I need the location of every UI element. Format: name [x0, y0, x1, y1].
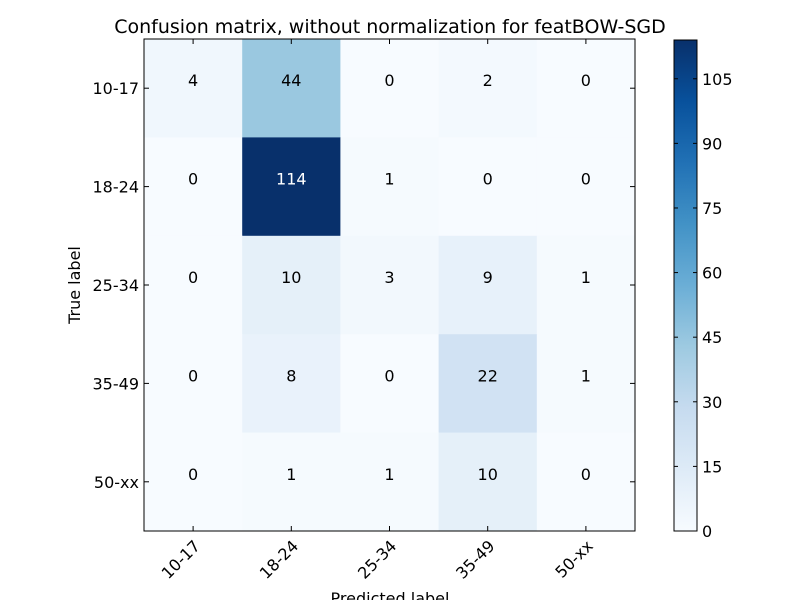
cell-value: 114 — [276, 170, 307, 189]
cell-value: 0 — [384, 366, 394, 385]
x-tick-label: 35-49 — [452, 536, 498, 582]
cell-value: 0 — [188, 465, 198, 484]
cell-value: 10 — [478, 465, 498, 484]
cell-value: 4 — [188, 71, 198, 90]
heatmap-cell — [242, 432, 341, 532]
colorbar — [673, 39, 698, 532]
heatmap-cell — [340, 137, 440, 237]
cell-value: 0 — [581, 170, 591, 189]
heatmap-cell — [144, 432, 243, 532]
y-axis-label: True label — [65, 246, 84, 325]
cell-value-labels: 4 44 0 2 00 114 1 0 00 10 3 9 10 8 0 22 10 1 1 10 0 — [188, 71, 591, 484]
heatmap-cell — [340, 235, 440, 335]
cell-value: 0 — [188, 268, 198, 287]
cell-value: 0 — [581, 465, 591, 484]
heatmap-cell — [242, 334, 341, 434]
x-tick-label: 25-34 — [354, 536, 400, 582]
cell-value: 0 — [581, 71, 591, 90]
heatmap-cell — [144, 137, 243, 237]
y-tick-label: 10-17 — [93, 79, 140, 98]
x-tick-label: 10-17 — [158, 536, 204, 582]
cell-value: 1 — [581, 366, 591, 385]
heatmap-cell — [536, 334, 636, 434]
heatmap-cell — [536, 235, 636, 335]
cell-value: 2 — [483, 71, 493, 90]
heatmap-cell — [242, 235, 341, 335]
colorbar-tick-label: 0 — [702, 522, 712, 541]
cell-value: 3 — [384, 268, 394, 287]
colorbar-tick-label: 15 — [702, 457, 722, 476]
cell-value: 0 — [483, 170, 493, 189]
cell-value: 1 — [286, 465, 296, 484]
x-tick-label: 18-24 — [256, 536, 302, 582]
y-tick-label: 25-34 — [93, 276, 140, 295]
heatmap-cell — [144, 334, 243, 434]
heatmap-cell — [536, 39, 636, 138]
heatmap-cell — [438, 39, 538, 138]
cell-value: 0 — [384, 71, 394, 90]
colorbar-tick-label: 30 — [702, 393, 722, 412]
colorbar-ticks: 0 15 30 45 60 75 90 105 — [674, 70, 733, 541]
cell-value: 10 — [281, 268, 301, 287]
colorbar-tick-label: 90 — [702, 134, 722, 153]
heatmap-cell — [340, 39, 440, 138]
heatmap-cell — [536, 432, 636, 532]
cell-value: 1 — [384, 465, 394, 484]
cell-value: 0 — [188, 170, 198, 189]
cell-value: 8 — [286, 366, 296, 385]
y-tick-label: 35-49 — [93, 374, 140, 393]
x-tick-label: 50-xx — [551, 536, 596, 581]
heatmap-cell — [536, 137, 636, 237]
heatmap-cell — [340, 432, 440, 532]
cell-value: 22 — [478, 366, 498, 385]
heatmap-cell — [438, 235, 538, 335]
heatmap-cell — [340, 334, 440, 434]
heatmap-cell — [144, 235, 243, 335]
cell-value: 1 — [384, 170, 394, 189]
heatmap-cell — [242, 39, 341, 138]
heatmap-cell — [438, 137, 538, 237]
cell-value: 9 — [483, 268, 493, 287]
colorbar-tick-label: 75 — [702, 199, 722, 218]
x-tick-labels: 10-17 18-24 25-34 35-49 50-xx — [158, 536, 597, 582]
colorbar-tick-label: 60 — [702, 264, 722, 283]
heatmap-cell — [438, 432, 538, 532]
colorbar-tick-label: 105 — [702, 70, 733, 89]
y-tick-labels: 10-17 18-24 25-34 35-49 50-xx — [93, 79, 140, 492]
heatmap-cell — [242, 137, 341, 237]
heatmap-cell — [144, 39, 243, 138]
chart-title: Confusion matrix, without normalization … — [114, 16, 666, 38]
cell-value: 44 — [281, 71, 301, 90]
axis-ticks — [144, 39, 635, 531]
heatmap-cells — [144, 39, 636, 532]
y-tick-label: 18-24 — [93, 178, 140, 197]
cell-value: 0 — [188, 366, 198, 385]
y-tick-label: 50-xx — [94, 473, 139, 492]
x-axis-label: Predicted label — [331, 589, 450, 600]
colorbar-tick-label: 45 — [702, 328, 722, 347]
cell-value: 1 — [581, 268, 591, 287]
heatmap-cell — [438, 334, 538, 434]
